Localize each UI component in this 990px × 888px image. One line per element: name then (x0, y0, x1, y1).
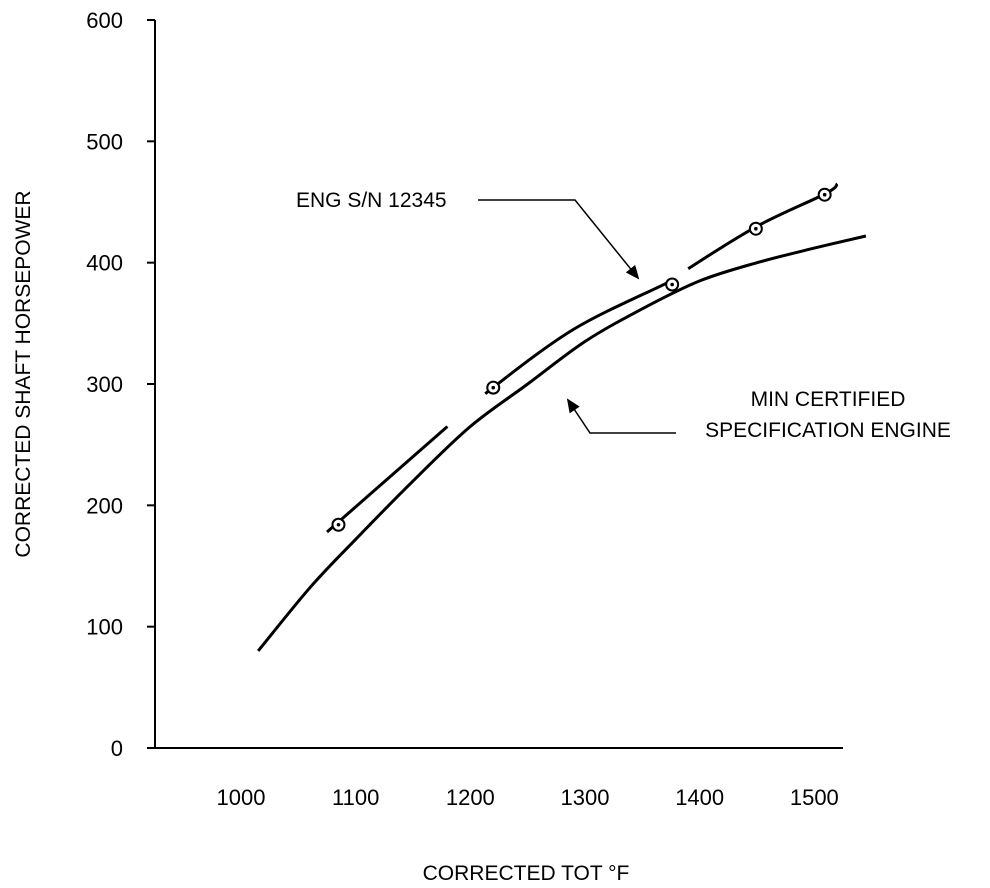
data-point (331, 517, 346, 532)
series-line-min (257, 234, 867, 652)
data-point-dot (670, 282, 674, 287)
y-axis-label: CORRECTED SHAFT HORSEPOWER (12, 190, 35, 557)
x-tick-label: 1400 (675, 785, 724, 810)
series-line-eng (326, 182, 839, 534)
y-tick-label: 600 (86, 8, 123, 33)
data-point-dot (822, 192, 827, 197)
x-axis-label: CORRECTED TOT °F (423, 862, 630, 885)
annotation-eng-leader (478, 199, 640, 280)
x-ticks: 1000 1100 1200 1300 1400 1500 (217, 785, 839, 810)
y-ticks: 0 100 200 300 400 500 600 (86, 8, 155, 761)
annotation-eng-line-1: ENG S/N 12345 (296, 189, 447, 212)
data-point (748, 221, 763, 236)
data-point-dot (491, 385, 496, 390)
x-tick-label: 1000 (217, 785, 266, 810)
x-tick-label: 1100 (332, 785, 379, 810)
series-min (257, 234, 867, 652)
x-tick-label: 1200 (446, 785, 495, 810)
data-point-dot (336, 522, 341, 527)
y-tick-label: 300 (86, 372, 123, 397)
data-point (665, 277, 680, 292)
annotation-min-line-2: SPECIFICATION ENGINE (705, 419, 951, 442)
y-tick-label: 200 (86, 493, 123, 518)
y-tick-label: 0 (111, 736, 123, 761)
data-point (486, 380, 501, 395)
data-point-dot (754, 226, 758, 231)
x-tick-label: 1300 (561, 785, 610, 810)
y-tick-label: 500 (86, 129, 123, 154)
series-layer (257, 182, 867, 652)
y-tick-label: 400 (86, 251, 123, 276)
annotation-min-line-1: MIN CERTIFIED (751, 388, 906, 411)
annotation-min-leader (566, 398, 676, 434)
x-tick-label: 1500 (790, 785, 839, 810)
data-point (817, 187, 832, 202)
annotation-min: MIN CERTIFIED SPECIFICATION ENGINE (566, 388, 951, 442)
series-eng (326, 182, 839, 534)
y-tick-label: 100 (86, 615, 123, 640)
annotation-eng: ENG S/N 12345 (296, 189, 640, 280)
